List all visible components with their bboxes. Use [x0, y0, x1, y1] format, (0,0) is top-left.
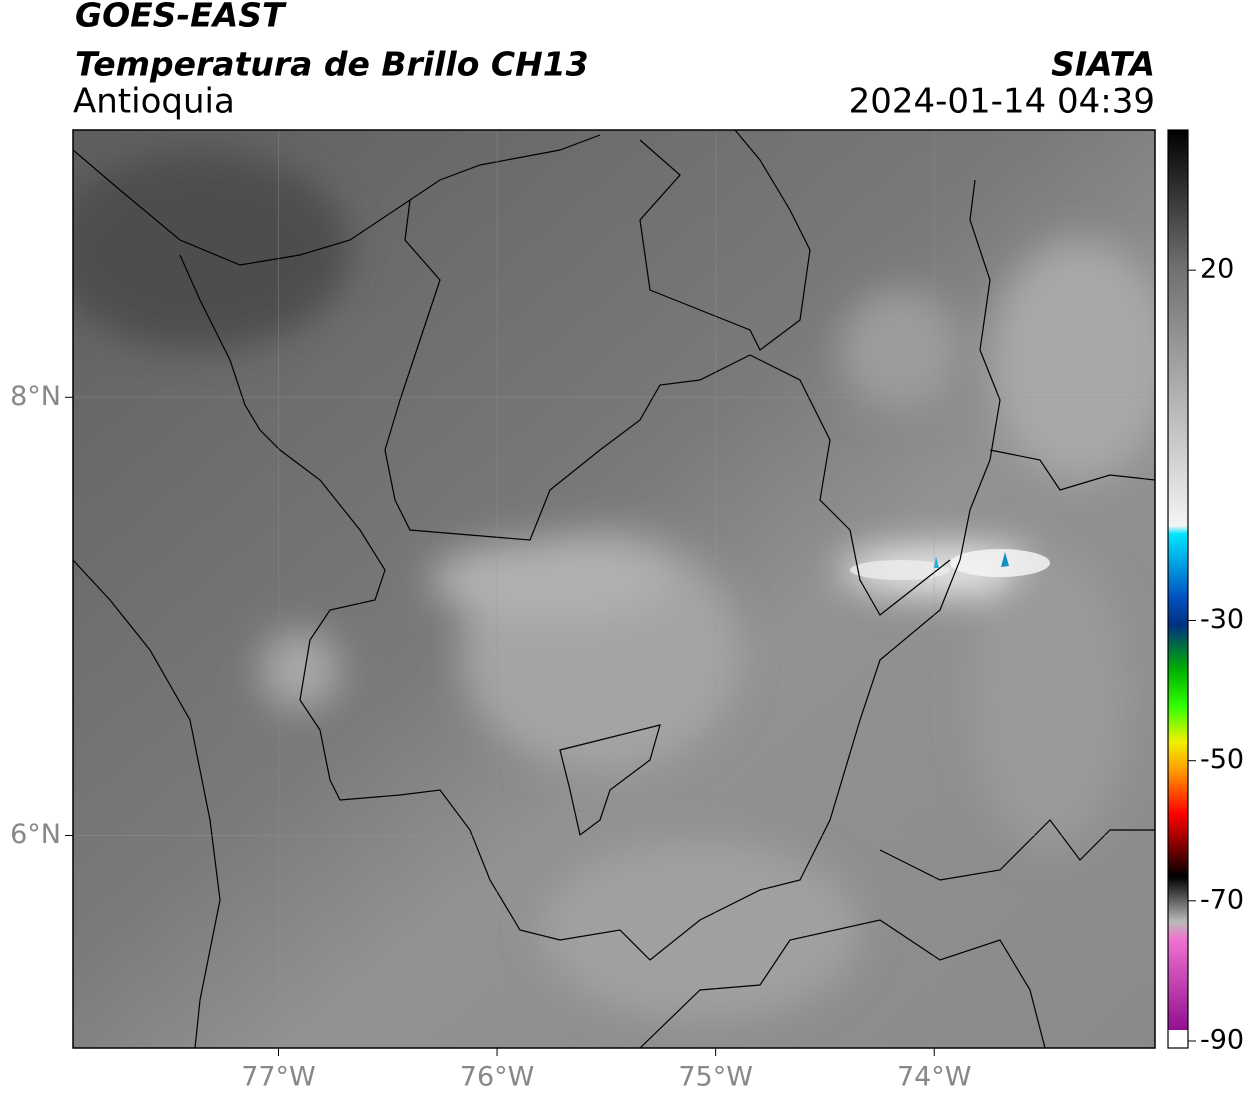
region: Antioquia — [73, 82, 235, 122]
map — [73, 130, 1155, 1048]
x-tick-label: 74°W — [897, 1062, 972, 1093]
cloud-texture — [73, 150, 1155, 1020]
colorbar-under — [1168, 1030, 1188, 1048]
colorbar — [1168, 130, 1188, 1030]
satellite: GOES-EAST — [75, 0, 287, 35]
y-tick-label: 6°N — [10, 819, 61, 850]
x-tick-label: 76°W — [460, 1062, 535, 1093]
x-tick-label: 75°W — [678, 1062, 753, 1093]
colorbar-tick-label: -70 — [1200, 884, 1244, 915]
graticule — [73, 130, 1155, 1048]
colorbar-frame — [1167, 129, 1189, 1049]
cloud — [950, 549, 1050, 577]
colorbar-tick-label: 20 — [1200, 254, 1234, 285]
x-tick-label: 77°W — [241, 1062, 316, 1093]
colorbar-tick-label: -30 — [1200, 604, 1244, 635]
datetime: 2024-01-14 04:39 — [849, 82, 1155, 122]
cold-cloud — [934, 556, 939, 568]
cold-cloud — [1001, 552, 1009, 567]
y-tick-label: 8°N — [10, 381, 61, 412]
colorbar-tick-label: -90 — [1200, 1024, 1244, 1055]
borders — [73, 130, 1155, 1048]
map-frame — [72, 129, 1156, 1049]
product: Temperatura de Brillo CH13 — [75, 45, 589, 84]
agency: SIATA — [1051, 45, 1155, 84]
cloud — [850, 560, 950, 580]
colorbar-tick-label: -50 — [1200, 744, 1244, 775]
